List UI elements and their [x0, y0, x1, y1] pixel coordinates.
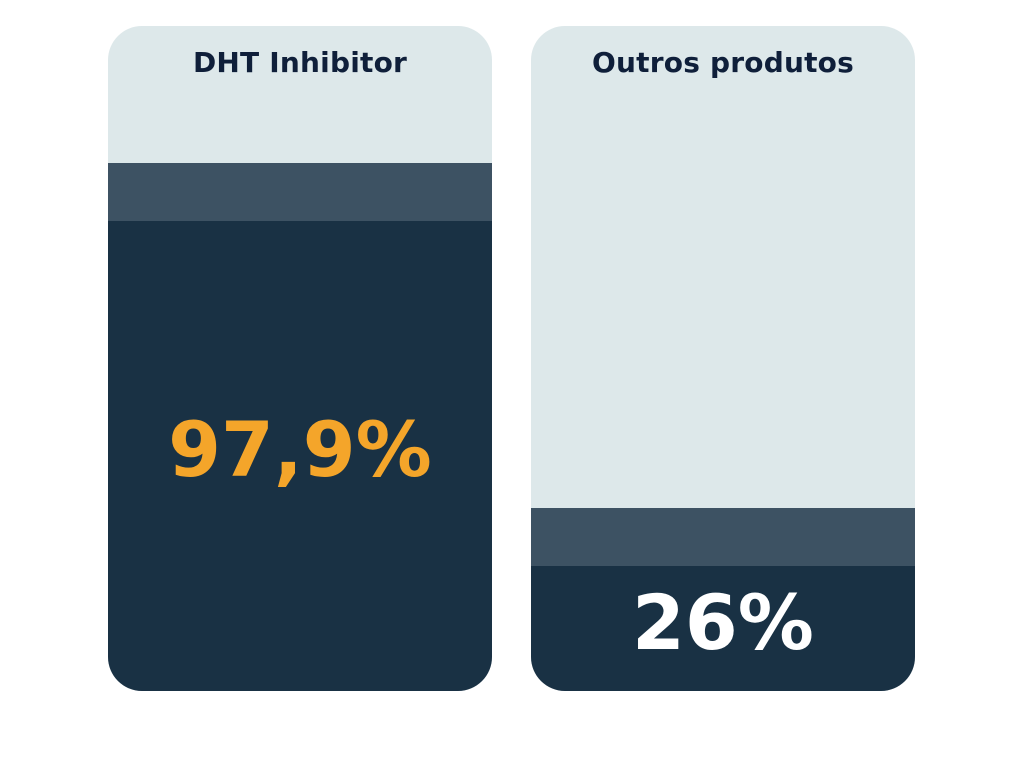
bar-card-outros-produtos: Outros produtos 26%: [531, 26, 915, 691]
bar-cap: [108, 163, 492, 221]
bar-category-label: Outros produtos: [592, 46, 854, 79]
bar-value-label: 26%: [632, 577, 814, 667]
bar-category-label: DHT Inhibitor: [192, 46, 408, 79]
bar-cap: [531, 508, 915, 567]
bar-fill: [531, 566, 915, 691]
bar-value-label: 97,9%: [168, 405, 432, 494]
bar-fill: [108, 221, 492, 691]
bar-card-dht-inhibitor: DHT Inhibitor 97,9%: [108, 26, 492, 691]
